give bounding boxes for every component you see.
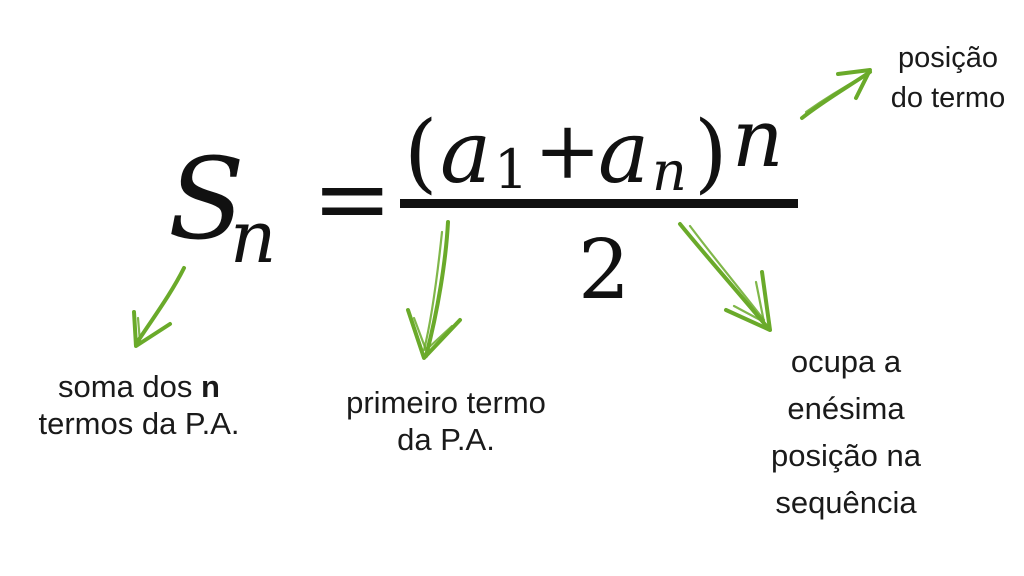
sum-annotation-prefix: soma dos (58, 369, 202, 404)
numerator-close-paren: ) (694, 103, 728, 203)
term-position-annotation-line2: do termo (890, 82, 1006, 114)
an-symbol: a (598, 103, 649, 203)
numerator-open-paren: ( (404, 103, 438, 203)
a1-symbol: a (440, 103, 491, 203)
sum-annotation-bold-n: n (201, 369, 220, 404)
nth-position-annotation-line1: ocupa a (790, 344, 902, 379)
first-term-annotation-line2: da P.A. (397, 422, 495, 457)
numerator-factor-n: n (732, 92, 784, 185)
arrow-to-sum-label (132, 266, 186, 348)
nth-position-annotation-line3: posição na (771, 438, 921, 473)
arrow-to-nth-position-label (678, 222, 772, 332)
equals-sign: = (312, 143, 392, 255)
lhs-symbol: S (168, 135, 245, 265)
nth-position-annotation: ocupa a enésima posição na sequência (734, 338, 958, 526)
an-subscript: n (652, 140, 687, 203)
sum-annotation: soma dos n termos da P.A. (8, 368, 270, 442)
term-position-annotation-line1: posição (898, 42, 998, 74)
sum-annotation-line2: termos da P.A. (38, 406, 240, 441)
plus-sign: + (534, 104, 601, 197)
nth-position-annotation-line2: enésima (787, 391, 905, 426)
first-term-annotation-line1: primeiro termo (346, 385, 546, 420)
a1-subscript: 1 (494, 138, 528, 201)
arrow-to-term-position-label (800, 68, 872, 120)
term-position-annotation: posição do termo (876, 38, 1020, 118)
fraction-bar (400, 199, 798, 208)
sum-annotation-line1: soma dos n (8, 368, 270, 405)
arrow-to-first-term-label (406, 220, 462, 360)
denominator: 2 (578, 223, 630, 318)
first-term-annotation: primeiro termo da P.A. (312, 384, 580, 458)
nth-position-annotation-line4: sequência (775, 485, 917, 520)
lhs-subscript: n (230, 195, 276, 279)
